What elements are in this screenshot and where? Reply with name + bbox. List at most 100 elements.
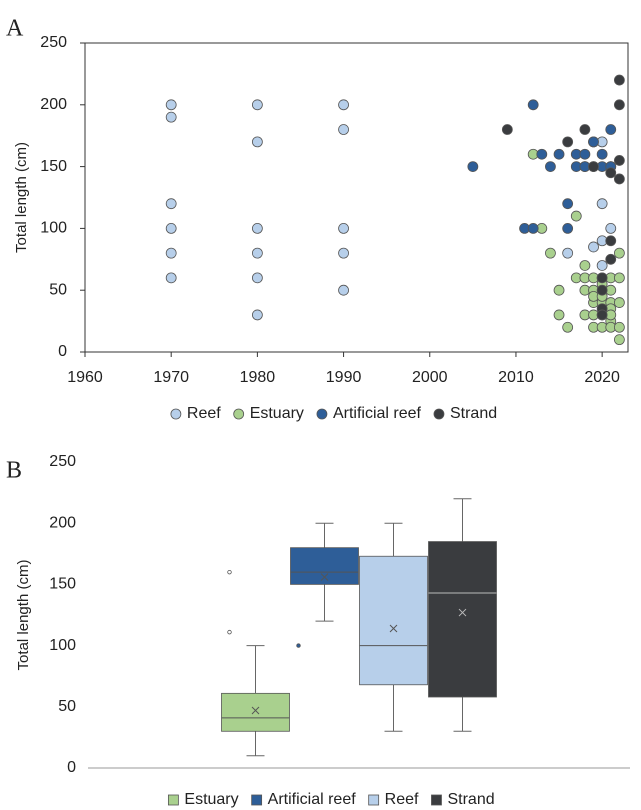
box bbox=[359, 555, 428, 686]
point bbox=[605, 124, 617, 135]
outlier bbox=[296, 643, 301, 648]
point bbox=[613, 247, 625, 259]
point bbox=[613, 334, 625, 346]
legend-label: Strand bbox=[447, 791, 494, 808]
x-tick-label: 2020 bbox=[584, 369, 620, 386]
y-tick-label: 0 bbox=[67, 759, 76, 776]
point bbox=[165, 272, 177, 284]
y-axis-label: Total length (cm) bbox=[13, 142, 30, 253]
point bbox=[165, 99, 177, 111]
legend-label: Reef bbox=[187, 405, 221, 422]
point bbox=[613, 155, 625, 166]
legend: Estuary Artificial reef Reef Strand bbox=[167, 791, 495, 808]
panel-label: A bbox=[6, 16, 24, 42]
point bbox=[251, 247, 263, 259]
point bbox=[562, 321, 574, 333]
legend-marker bbox=[431, 794, 442, 806]
legend-marker bbox=[167, 794, 179, 806]
point bbox=[165, 198, 177, 210]
legend-marker bbox=[368, 794, 380, 806]
point bbox=[527, 99, 539, 111]
point bbox=[588, 161, 599, 173]
point bbox=[338, 247, 349, 259]
point bbox=[562, 136, 574, 148]
point bbox=[588, 136, 599, 148]
legend-marker bbox=[233, 408, 245, 420]
y-tick-label: 50 bbox=[49, 281, 67, 298]
panel-label: B bbox=[6, 458, 22, 484]
point bbox=[613, 321, 625, 333]
point bbox=[596, 284, 608, 296]
y-tick-label: 200 bbox=[40, 96, 67, 113]
mean-marker bbox=[320, 573, 329, 581]
y-tick-label: 150 bbox=[49, 576, 76, 593]
outlier bbox=[227, 629, 232, 635]
point bbox=[613, 173, 625, 185]
point bbox=[527, 222, 539, 234]
point bbox=[613, 272, 625, 284]
outlier bbox=[227, 569, 232, 575]
point bbox=[605, 222, 617, 234]
point bbox=[605, 253, 617, 265]
y-tick-label: 250 bbox=[49, 453, 76, 470]
x-tick-label: 2000 bbox=[412, 369, 448, 386]
point bbox=[553, 284, 565, 296]
point bbox=[545, 247, 556, 259]
plot-frame bbox=[84, 42, 629, 353]
legend-label: Artificial reef bbox=[333, 405, 422, 422]
point bbox=[165, 222, 177, 234]
point bbox=[570, 210, 582, 222]
legend-label: Reef bbox=[385, 791, 419, 808]
point bbox=[338, 284, 349, 296]
point bbox=[596, 260, 608, 271]
point bbox=[605, 235, 617, 247]
legend: Reef Estuary Artificial reef Strand bbox=[170, 405, 497, 422]
y-tick-label: 0 bbox=[58, 343, 67, 360]
point bbox=[596, 309, 608, 321]
box bbox=[290, 547, 359, 585]
point bbox=[579, 148, 591, 160]
point bbox=[579, 260, 591, 271]
point bbox=[338, 99, 349, 111]
mean-marker bbox=[389, 624, 398, 633]
point bbox=[562, 222, 574, 234]
point bbox=[596, 148, 608, 160]
x-tick-label: 1970 bbox=[153, 369, 189, 386]
point bbox=[501, 124, 513, 135]
point bbox=[536, 148, 548, 160]
point bbox=[579, 124, 591, 135]
legend-label: Estuary bbox=[184, 791, 238, 808]
y-tick-label: 250 bbox=[40, 34, 67, 51]
point bbox=[251, 309, 263, 321]
point bbox=[165, 111, 177, 123]
y-tick-label: 50 bbox=[58, 698, 76, 715]
legend-label: Estuary bbox=[250, 405, 304, 422]
x-tick-label: 1990 bbox=[326, 369, 362, 386]
point bbox=[605, 167, 617, 179]
point bbox=[165, 247, 177, 259]
x-tick-label: 1960 bbox=[67, 369, 103, 386]
mean-marker bbox=[458, 608, 467, 617]
point bbox=[562, 198, 574, 210]
y-axis-label: Total length (cm) bbox=[15, 560, 32, 671]
point bbox=[588, 241, 599, 253]
x-tick-label: 2010 bbox=[498, 369, 534, 386]
point bbox=[613, 99, 625, 111]
legend-marker bbox=[433, 408, 445, 420]
legend-marker bbox=[316, 408, 328, 420]
point bbox=[596, 272, 608, 284]
point bbox=[467, 161, 479, 173]
box bbox=[428, 541, 497, 698]
legend-marker bbox=[251, 794, 263, 806]
y-tick-label: 100 bbox=[40, 220, 67, 237]
point bbox=[338, 124, 349, 135]
x-tick-label: 1980 bbox=[240, 369, 276, 386]
point bbox=[251, 136, 263, 148]
point bbox=[251, 222, 263, 234]
point bbox=[562, 247, 574, 259]
point bbox=[613, 74, 625, 86]
y-tick-label: 100 bbox=[49, 637, 76, 654]
legend-label: Strand bbox=[450, 405, 497, 422]
y-tick-label: 150 bbox=[40, 158, 67, 175]
